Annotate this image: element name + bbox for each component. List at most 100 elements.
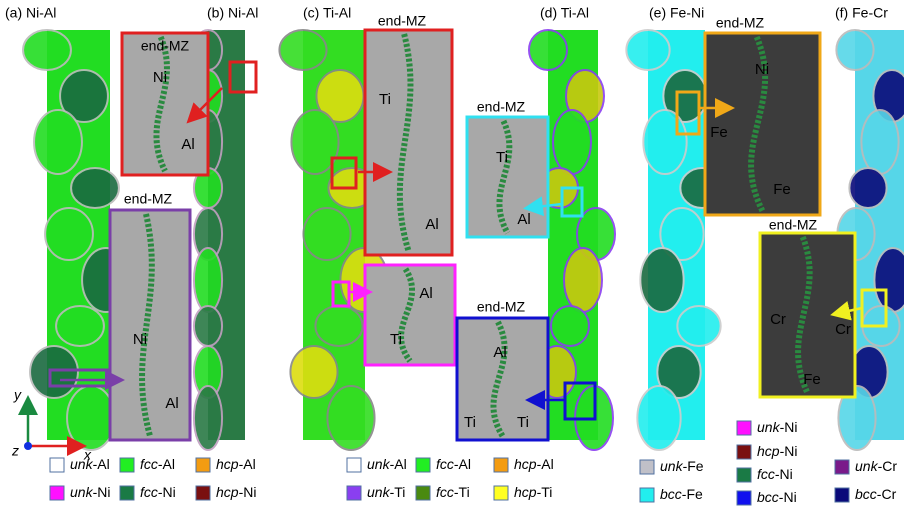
interface [490, 320, 508, 438]
region-label: Ni [755, 61, 769, 78]
panel-label: (d) Ti-Al [540, 5, 589, 21]
callout-box [228, 60, 258, 94]
legend-label: bcc-Cr [855, 486, 897, 502]
legend-swatch [639, 459, 655, 475]
legend-element: -Al [93, 456, 110, 472]
inset-title: end-MZ [769, 217, 818, 233]
legend-phase: fcc [757, 466, 775, 482]
region-label: Cr [835, 321, 851, 338]
panel-label: (b) Ni-Al [207, 5, 258, 21]
legend-element: -Ni [779, 489, 797, 505]
grain [835, 29, 875, 71]
legend-phase: bcc [855, 486, 877, 502]
legend-label: hcp-Ni [216, 484, 256, 500]
legend-swatch [415, 457, 431, 473]
legend-label: fcc-Ti [436, 484, 470, 500]
legend-swatch [49, 457, 65, 473]
legend-label: fcc-Ni [140, 484, 176, 500]
z-axis-label: z [11, 443, 19, 459]
legend-element: -Ni [158, 484, 176, 500]
grain [326, 385, 376, 451]
interface [398, 267, 415, 363]
grain [66, 385, 116, 451]
legend-element: -Ni [93, 484, 111, 500]
grain [528, 29, 568, 71]
legend-element: -Al [158, 456, 175, 472]
inset [363, 28, 454, 257]
legend-phase: hcp [216, 456, 239, 472]
legend-swatch [834, 459, 850, 475]
inset-title: end-MZ [124, 191, 173, 207]
inset-title: end-MZ [378, 13, 427, 29]
legend-element: -Al [390, 456, 407, 472]
legend-element: -Ni [780, 443, 798, 459]
callout-arrow [186, 87, 223, 124]
interface [153, 35, 170, 173]
grain [552, 109, 592, 175]
legend-element: -Fe [682, 486, 703, 502]
inset-title: end-MZ [716, 15, 765, 31]
legend-label: unk-Ti [367, 484, 405, 500]
grain [659, 207, 705, 261]
legend-label: unk-Cr [855, 458, 897, 474]
region-label: Al [493, 344, 506, 361]
panel-label: (f) Fe-Cr [835, 5, 888, 21]
legend-swatch [493, 457, 509, 473]
grain [563, 247, 603, 313]
region-label: Ti [390, 331, 402, 348]
region-label: Ti [517, 414, 529, 431]
legend-label: unk-Fe [660, 458, 704, 474]
z-axis-dot [24, 442, 32, 450]
legend-label: hcp-Ni [757, 443, 797, 459]
legend-element: -Ni [775, 466, 793, 482]
legend-swatch [493, 485, 509, 501]
interface [795, 235, 813, 395]
grain [676, 305, 722, 347]
legend-phase: unk [70, 456, 94, 472]
legend-phase: fcc [140, 484, 158, 500]
region-label: Ti [496, 149, 508, 166]
legend-swatch [736, 490, 752, 506]
legend-swatch [415, 485, 431, 501]
grain [873, 247, 904, 313]
legend-phase: fcc [436, 484, 454, 500]
region-label: Al [517, 211, 530, 228]
legend-element: -Ti [390, 484, 406, 500]
grain [192, 247, 224, 313]
grain [33, 109, 83, 175]
legend-element: -Al [537, 456, 554, 472]
y-axis-label: y [13, 387, 22, 403]
legend-swatch [346, 457, 362, 473]
legend-label: bcc-Fe [660, 486, 703, 502]
panel-label: (c) Ti-Al [303, 5, 351, 21]
legend-label: bcc-Ni [757, 489, 797, 505]
legend-label: hcp-Al [216, 456, 256, 472]
legend-phase: unk [855, 458, 879, 474]
grain [302, 207, 352, 261]
region-label: Al [181, 136, 194, 153]
legend-phase: hcp [757, 443, 780, 459]
legend-element: -Cr [878, 458, 898, 474]
legend-label: unk-Al [70, 456, 110, 472]
legend-element: -Ni [239, 484, 257, 500]
region-label: Al [425, 216, 438, 233]
inset [108, 208, 192, 442]
legend-phase: unk [70, 484, 94, 500]
region-label: Ni [133, 331, 147, 348]
interface [139, 213, 155, 437]
grain [29, 345, 79, 399]
region-label: Al [419, 285, 432, 302]
legend-swatch [834, 487, 850, 503]
legend-swatch [639, 487, 655, 503]
legend-label: unk-Ni [70, 484, 110, 500]
legend-label: fcc-Al [436, 456, 471, 472]
inset [363, 263, 457, 367]
legend-label: fcc-Al [140, 456, 175, 472]
region-label: Ti [379, 91, 391, 108]
x-axis-label: x [83, 447, 92, 463]
grain [314, 305, 364, 347]
region-label: Al [165, 395, 178, 412]
region-label: Ni [153, 69, 167, 86]
legend-swatch [736, 467, 752, 483]
